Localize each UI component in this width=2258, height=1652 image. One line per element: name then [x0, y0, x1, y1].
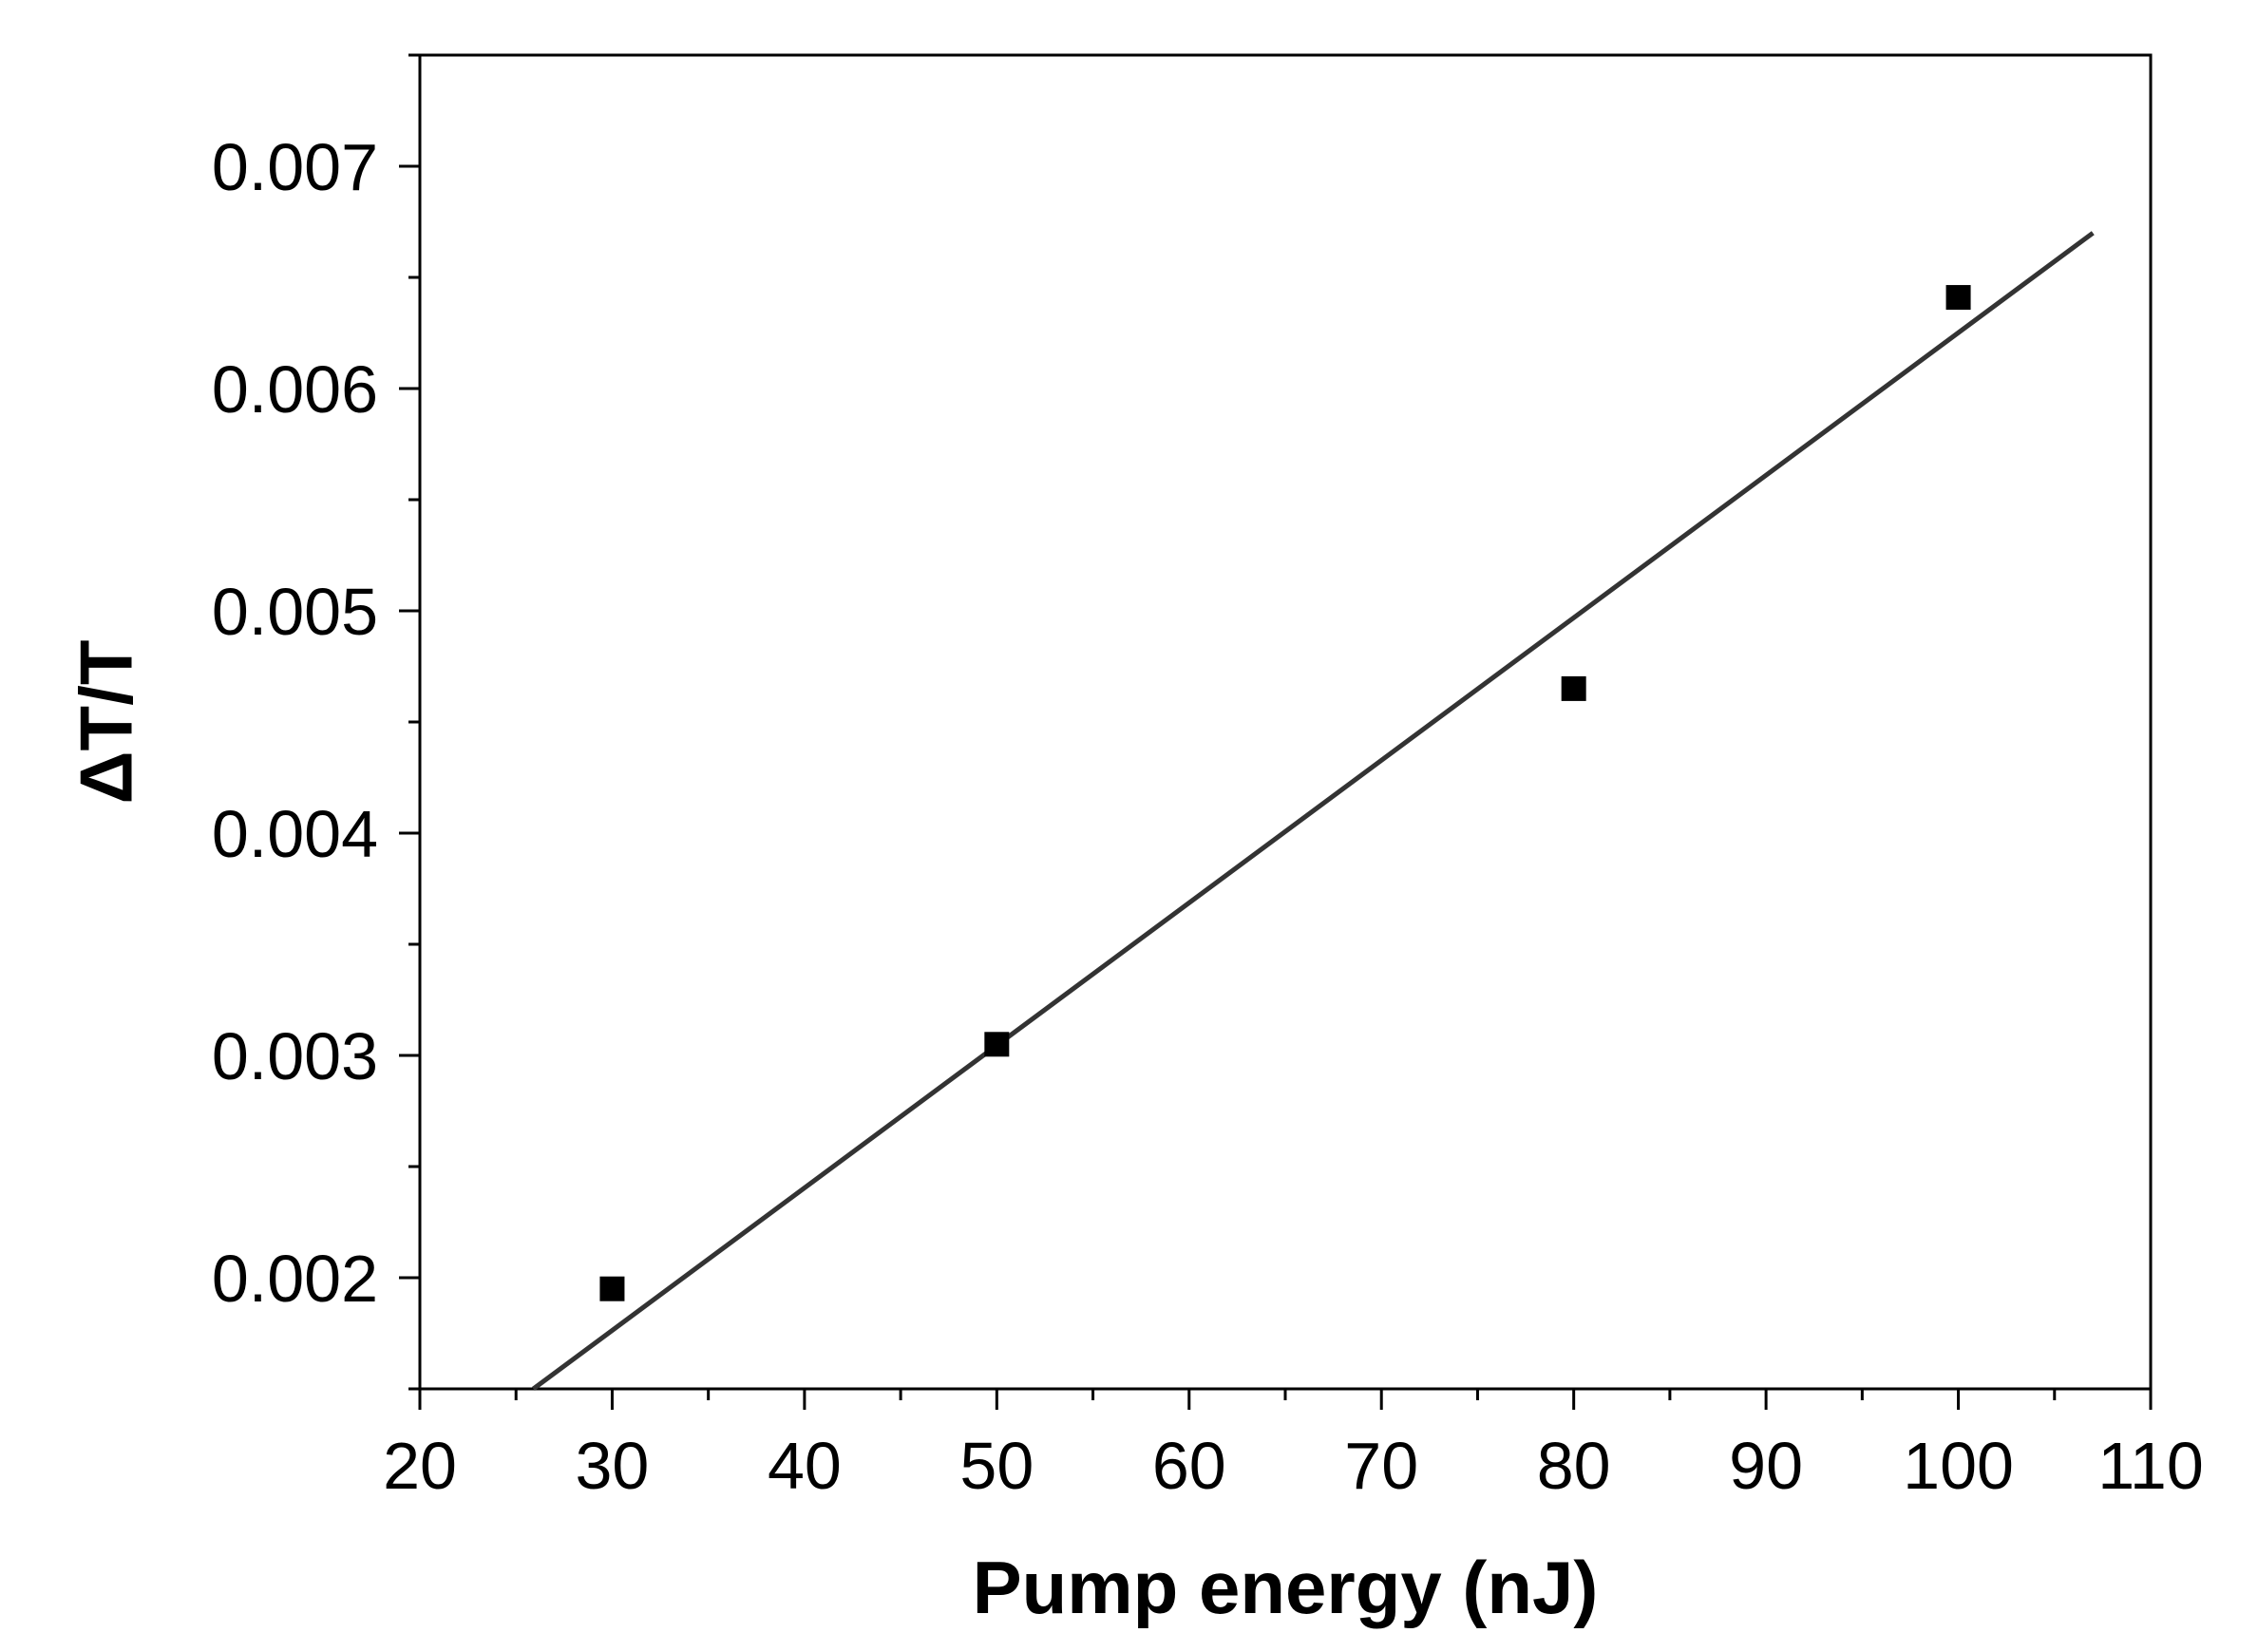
plot-border: [418, 53, 2153, 1391]
data-point: [1945, 285, 1971, 311]
x-tick-label: 30: [576, 1429, 650, 1503]
x-tick-label: 90: [1729, 1429, 1803, 1503]
x-axis: 20 30 40 50 60 70 80 90 100 110: [383, 1389, 2204, 1503]
data-point: [984, 1032, 1010, 1057]
data-point: [1561, 675, 1586, 701]
data-series: [531, 231, 2095, 1392]
x-axis-title: Pump energy (nJ): [973, 1546, 1599, 1629]
y-tick-label: 0.007: [212, 130, 378, 204]
y-tick-label: 0.004: [212, 797, 378, 871]
x-tick-label: 20: [383, 1429, 457, 1503]
x-tick-label: 100: [1903, 1429, 2014, 1503]
x-tick-label: 50: [959, 1429, 1034, 1503]
y-tick-label: 0.003: [212, 1019, 378, 1093]
x-tick-label: 40: [768, 1429, 842, 1503]
y-tick-label: 0.002: [212, 1242, 378, 1316]
y-axis: 0.002 0.003 0.004 0.005 0.006 0.007: [212, 53, 420, 1391]
x-tick-label: 110: [2097, 1429, 2204, 1503]
x-tick-label: 80: [1537, 1429, 1611, 1503]
y-tick-label: 0.005: [212, 575, 378, 649]
x-tick-label: 60: [1152, 1429, 1226, 1503]
y-axis-title: ΔT/T: [65, 639, 148, 804]
plot-frame: [418, 53, 2153, 1391]
fit-line: [531, 231, 2095, 1392]
y-tick-label: 0.006: [212, 352, 378, 427]
data-point: [599, 1276, 625, 1301]
x-tick-label: 70: [1344, 1429, 1418, 1503]
